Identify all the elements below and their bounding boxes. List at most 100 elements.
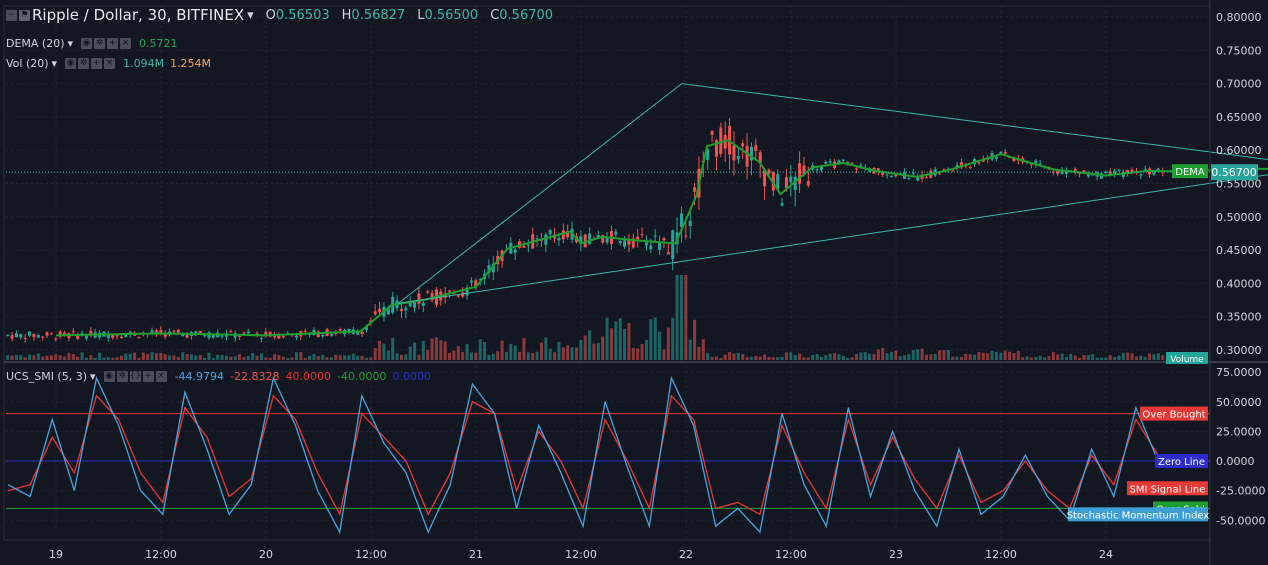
chevron-down-icon[interactable]: ▾ (51, 57, 58, 70)
candle-body (653, 235, 657, 237)
candle-body (58, 331, 62, 337)
candle-body (999, 151, 1003, 154)
high-value: 0.56827 (351, 7, 406, 23)
volume-bar (684, 275, 688, 360)
chevron-down-icon[interactable]: ▾ (247, 7, 254, 23)
gear-icon[interactable]: ✲ (116, 371, 128, 382)
smi-signal-tag-bg (1127, 481, 1208, 496)
volume-bar (417, 354, 421, 360)
collapse-icon[interactable]: − (6, 9, 17, 21)
volume-bar (828, 353, 832, 360)
close-icon[interactable]: × (155, 371, 167, 382)
volume-bar (789, 352, 793, 360)
volume-bar (924, 354, 928, 360)
smi-tick-label: 75.0000 (1216, 366, 1262, 379)
volume-bar (876, 349, 880, 360)
volume-bar (434, 337, 438, 360)
candle-body (347, 328, 351, 333)
dema-label[interactable]: DEMA (20) (6, 37, 65, 50)
candle-body (1139, 174, 1143, 176)
candle-body (198, 330, 202, 334)
price-tick-label: 0.80000 (1216, 11, 1262, 24)
candle-body (364, 326, 368, 331)
volume-bar (942, 350, 946, 360)
candle-body (23, 337, 27, 339)
time-tick-label: 12:00 (355, 548, 387, 561)
candle-body (119, 336, 123, 339)
smi-label[interactable]: UCS_SMI (5, 3) (6, 370, 88, 383)
volume-bar (448, 352, 452, 360)
candle-body (911, 172, 915, 174)
candle-body (636, 236, 640, 241)
zero-line-tag: Zero Line (1158, 457, 1205, 468)
candle-body (789, 176, 793, 183)
volume-bar (929, 354, 933, 360)
candle-body (776, 174, 780, 190)
candle-body (413, 301, 417, 308)
plus-icon[interactable]: + (107, 38, 119, 49)
stochastic-tag: Stochastic Momentum Index (1067, 510, 1210, 521)
volume-bar (207, 352, 211, 360)
smi-tick-label: 50.0000 (1216, 396, 1262, 409)
candle-body (881, 171, 885, 175)
volume-bar (1056, 354, 1060, 360)
volume-bar (583, 335, 587, 360)
flag-icon[interactable]: ⚑ (19, 9, 30, 21)
volume-bar (246, 355, 250, 360)
plus-icon[interactable]: + (142, 371, 154, 382)
volume-bar (719, 357, 723, 360)
volume-bar (1060, 353, 1064, 360)
candle-body (1012, 157, 1016, 161)
candle-body (588, 233, 592, 245)
volume-bar (806, 357, 810, 360)
chevron-down-icon[interactable]: ▾ (90, 370, 96, 383)
eye-icon[interactable]: ◉ (81, 38, 93, 49)
volume-bar (1134, 356, 1138, 360)
volume-bar (697, 346, 701, 360)
volume-bar (955, 356, 959, 360)
candle-body (828, 161, 832, 163)
smi-signal-tag: SMI Signal Line (1130, 484, 1206, 495)
candle-body (846, 161, 850, 163)
candle-body (601, 234, 605, 243)
volume-bar (168, 355, 172, 360)
candle-body (850, 162, 854, 164)
close-icon[interactable]: × (104, 58, 116, 69)
candle-body (185, 333, 189, 338)
eye-icon[interactable]: ◉ (103, 371, 115, 382)
volume-bar (1012, 353, 1016, 360)
gear-icon[interactable]: ✲ (78, 58, 90, 69)
volume-bar (640, 343, 644, 360)
volume-bar (159, 353, 163, 360)
low-value: 0.56500 (424, 7, 479, 23)
candle-body (1003, 152, 1007, 154)
volume-bar (452, 350, 456, 360)
gear-icon[interactable]: ✲ (94, 38, 106, 49)
candle-body (579, 236, 583, 244)
candle-body (456, 295, 460, 297)
plus-icon[interactable]: + (91, 58, 103, 69)
volume-bar (894, 350, 898, 360)
chevron-down-icon[interactable]: ▾ (67, 37, 74, 50)
time-tick-label: 22 (679, 548, 693, 561)
volume-bar (1064, 356, 1068, 360)
volume-bar (277, 355, 281, 360)
candle-body (417, 293, 421, 304)
candle-body (793, 176, 797, 191)
volume-bar (102, 357, 106, 360)
eye-icon[interactable]: ◉ (65, 58, 77, 69)
vol-label[interactable]: Vol (20) (6, 57, 49, 70)
volume-bar (395, 353, 399, 360)
over-bought-tag-bg (1140, 406, 1208, 421)
volume-bar (1008, 351, 1012, 360)
smi-value: -44.9794 (174, 370, 225, 383)
brace-icon[interactable]: {} (129, 371, 141, 382)
close-icon[interactable]: × (120, 38, 132, 49)
price-lines (6, 83, 1268, 337)
volume-bar (6, 355, 10, 360)
symbol-title[interactable]: Ripple / Dollar, 30, BITFINEX (32, 6, 245, 24)
volume-bar (137, 357, 141, 360)
candle-body (28, 331, 32, 336)
